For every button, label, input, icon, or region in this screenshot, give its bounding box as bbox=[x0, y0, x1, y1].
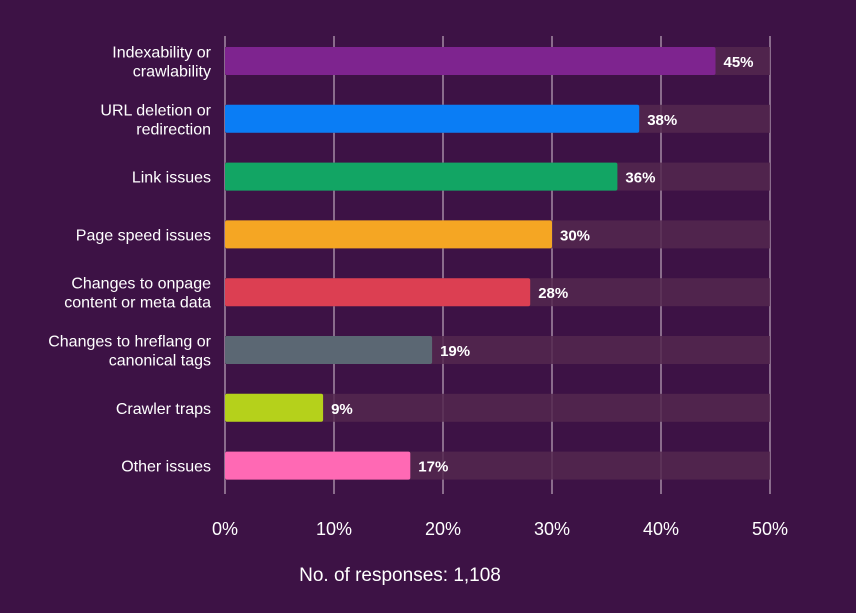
category-label: Changes to hreflang or canonical tags bbox=[48, 334, 211, 370]
responses-footnote: No. of responses: 1,108 bbox=[299, 565, 501, 586]
value-label: 36% bbox=[625, 170, 655, 187]
category-label: URL deletion or redirection bbox=[100, 102, 211, 138]
bar bbox=[225, 278, 531, 307]
grid-layer bbox=[224, 36, 771, 494]
bar bbox=[225, 336, 433, 364]
x-tick-label: 0% bbox=[212, 519, 238, 539]
category-label: Indexability or crawlability bbox=[112, 45, 211, 81]
x-tick-label: 10% bbox=[316, 519, 352, 539]
bar bbox=[225, 451, 411, 480]
bar bbox=[225, 162, 618, 191]
x-tick-label: 20% bbox=[425, 519, 461, 539]
category-label: Link issues bbox=[132, 170, 211, 187]
bar bbox=[225, 220, 552, 249]
x-tick-label: 30% bbox=[534, 519, 570, 539]
value-label: 38% bbox=[647, 112, 677, 129]
x-axis-ticks: 0% 10% 20% 30% 40% 50% bbox=[212, 519, 788, 539]
x-tick-label: 40% bbox=[643, 519, 679, 539]
label-layer: 45% Indexability or crawlability 38% URL del… bbox=[48, 45, 753, 476]
category-label: Crawler traps bbox=[116, 401, 211, 418]
value-label: 45% bbox=[724, 54, 754, 71]
category-label: Page speed issues bbox=[76, 227, 211, 244]
category-label: Other issues bbox=[121, 459, 211, 476]
value-label: 9% bbox=[331, 401, 353, 418]
bar bbox=[225, 393, 324, 422]
value-label: 19% bbox=[440, 343, 470, 360]
category-label: Changes to onpage content or meta data bbox=[64, 276, 211, 312]
bar bbox=[225, 104, 640, 133]
bar bbox=[225, 47, 716, 75]
x-tick-label: 50% bbox=[752, 519, 788, 539]
bar-layer bbox=[225, 47, 716, 480]
value-label: 30% bbox=[560, 227, 590, 244]
value-label: 28% bbox=[538, 285, 568, 302]
value-label: 17% bbox=[418, 459, 448, 476]
